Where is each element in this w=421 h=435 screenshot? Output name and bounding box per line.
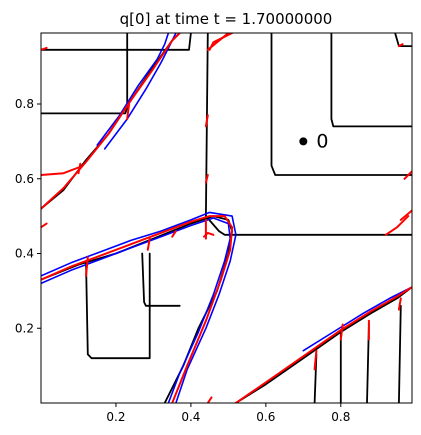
x-axis: 0.2 0.4 0.6 0.8	[106, 403, 350, 424]
series-2	[41, 33, 412, 403]
series-2-line-2	[41, 166, 80, 176]
y-axis: 0.2 0.4 0.6 0.8	[15, 97, 41, 335]
chart-title: q[0] at time t = 1.70000000	[120, 10, 333, 28]
series-2-line-0	[41, 215, 234, 403]
annotation-marker	[299, 137, 308, 146]
series-2-line-11	[126, 103, 131, 120]
y-tick-label: 0.8	[15, 97, 34, 111]
series-2-line-25	[146, 237, 151, 251]
series-2-line-13	[204, 114, 209, 128]
series-1-line-2	[96, 33, 170, 146]
series-0-line-9	[141, 252, 181, 307]
series-2-line-21	[384, 215, 410, 236]
x-tick-label: 0.8	[331, 410, 350, 424]
series-2-line-17	[313, 349, 318, 371]
x-tick-label: 0.4	[181, 410, 200, 424]
series-2-line-15	[41, 46, 48, 51]
series-2-line-23	[403, 170, 412, 180]
series-2-line-22	[399, 209, 412, 221]
series-1-line-0	[41, 217, 231, 403]
series-2-line-10	[85, 256, 89, 277]
series-2-line-14	[204, 174, 209, 184]
series-0-line-0	[41, 33, 192, 51]
annotation-layer: 0	[299, 130, 328, 152]
annotation-label: 0	[316, 130, 328, 152]
series-2-line-16	[234, 286, 412, 403]
series-0-line-15	[397, 304, 402, 403]
y-tick-label: 0.4	[15, 247, 34, 261]
series-1-line-1	[41, 211, 237, 403]
series-2-line-18	[339, 323, 344, 341]
series-2-line-24	[171, 230, 177, 238]
series-2-line-12	[397, 43, 404, 48]
y-tick-label: 0.2	[15, 321, 34, 335]
plot-area	[41, 33, 412, 403]
series-1-line-4	[302, 286, 412, 352]
x-tick-label: 0.2	[106, 410, 125, 424]
y-tick-label: 0.6	[15, 172, 34, 186]
series-2-line-4	[41, 222, 48, 229]
series-2-line-3	[77, 162, 82, 175]
axes-frame	[40, 32, 413, 404]
series-2-line-5	[206, 396, 213, 403]
series-0-line-5	[204, 215, 412, 236]
series-0-line-3	[330, 33, 412, 128]
series-2-line-20	[397, 297, 402, 311]
series-0-line-4	[270, 33, 412, 176]
series-2-line-1	[41, 33, 181, 210]
series-0-line-8	[85, 252, 151, 360]
series-0-line-1	[41, 33, 129, 115]
series-2-line-7	[206, 33, 230, 51]
x-tick-label: 0.6	[256, 410, 275, 424]
